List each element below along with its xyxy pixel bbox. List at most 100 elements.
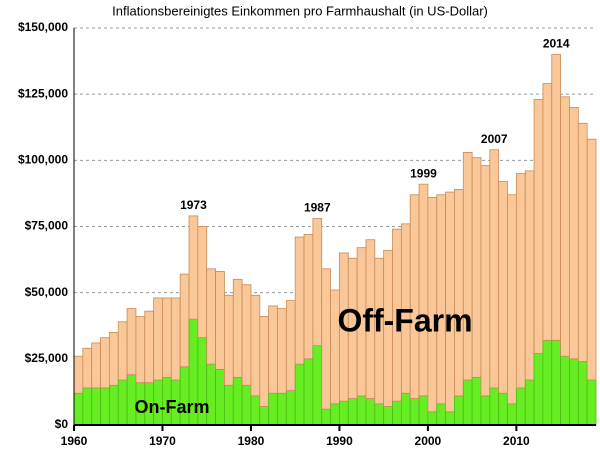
bar [560, 355, 570, 426]
bar [294, 236, 305, 365]
bar [250, 395, 261, 426]
bar [524, 379, 535, 426]
bar [515, 387, 526, 426]
bar [117, 321, 128, 381]
series-label: On-Farm [134, 397, 209, 417]
bar [498, 181, 508, 394]
bar [356, 395, 367, 426]
bar [330, 403, 340, 426]
bar [577, 361, 588, 426]
bar [277, 392, 287, 426]
y-tick-label: $150,000 [18, 20, 68, 34]
bar [285, 300, 296, 391]
bar [241, 384, 252, 426]
bar [215, 271, 225, 370]
x-tick-label: 1990 [326, 434, 353, 448]
annotation: 1973 [180, 198, 207, 212]
annotation: 2007 [481, 132, 508, 146]
bar [436, 194, 446, 405]
y-tick-label: $0 [55, 417, 69, 431]
bar [73, 392, 84, 426]
bar [170, 297, 181, 381]
y-tick-label: $125,000 [18, 86, 68, 100]
bar [436, 403, 446, 426]
x-tick-label: 2010 [503, 434, 530, 448]
bar [303, 234, 314, 360]
bar [569, 358, 579, 426]
bar [206, 268, 216, 365]
bar [285, 390, 296, 426]
series-label: Off-Farm [337, 302, 472, 338]
bar [551, 54, 562, 341]
bar [586, 379, 597, 426]
bar [268, 305, 278, 394]
bar [73, 355, 84, 394]
bar [82, 347, 93, 389]
annotation: 2014 [543, 37, 570, 51]
x-tick-label: 1960 [61, 434, 88, 448]
annotation: 1987 [304, 201, 331, 215]
bar [259, 406, 270, 426]
bar [321, 408, 331, 426]
bar [489, 387, 500, 426]
bar [312, 345, 323, 426]
x-tick-label: 2000 [415, 434, 442, 448]
bar [179, 273, 190, 368]
bar [224, 384, 234, 426]
bar [153, 297, 163, 381]
bar [454, 189, 464, 397]
bar [462, 379, 473, 426]
bar [480, 165, 491, 397]
bar [498, 392, 508, 426]
bar [542, 83, 553, 341]
bar [277, 308, 287, 394]
bar [100, 387, 110, 426]
bar [82, 387, 93, 426]
y-tick-label: $50,000 [25, 285, 69, 299]
bar [400, 392, 411, 426]
bar [418, 183, 429, 397]
bar [569, 107, 579, 360]
bar [507, 403, 517, 426]
bar [259, 316, 270, 407]
bar [462, 151, 473, 381]
bar [250, 294, 261, 397]
bar [197, 226, 208, 339]
bar [215, 369, 225, 426]
y-tick-label: $75,000 [25, 219, 69, 233]
bar [294, 363, 305, 426]
bar [241, 284, 252, 386]
bar [126, 308, 137, 376]
bar [507, 194, 517, 405]
x-tick-label: 1970 [149, 434, 176, 448]
bar [91, 342, 101, 389]
bar [232, 376, 243, 426]
bar [108, 331, 119, 386]
bar [551, 339, 562, 426]
bar [560, 96, 570, 357]
bar [542, 339, 553, 426]
bar [108, 384, 119, 426]
y-tick-label: $100,000 [18, 153, 68, 167]
bar [144, 310, 155, 384]
bar [224, 294, 234, 386]
annotation: 1999 [410, 166, 437, 180]
bar [135, 316, 146, 384]
bar [188, 215, 199, 320]
bar [339, 400, 349, 426]
bar [312, 218, 323, 346]
bar [533, 99, 544, 354]
bar [409, 398, 420, 426]
bar [480, 395, 491, 426]
y-tick-label: $25,000 [25, 351, 69, 365]
bar [91, 387, 101, 426]
bar [489, 149, 500, 389]
bar [471, 376, 482, 426]
bar [383, 406, 393, 426]
bar [418, 395, 429, 426]
bar [392, 400, 402, 426]
bar [365, 398, 376, 426]
bar [374, 403, 385, 426]
x-tick-label: 1980 [238, 434, 265, 448]
